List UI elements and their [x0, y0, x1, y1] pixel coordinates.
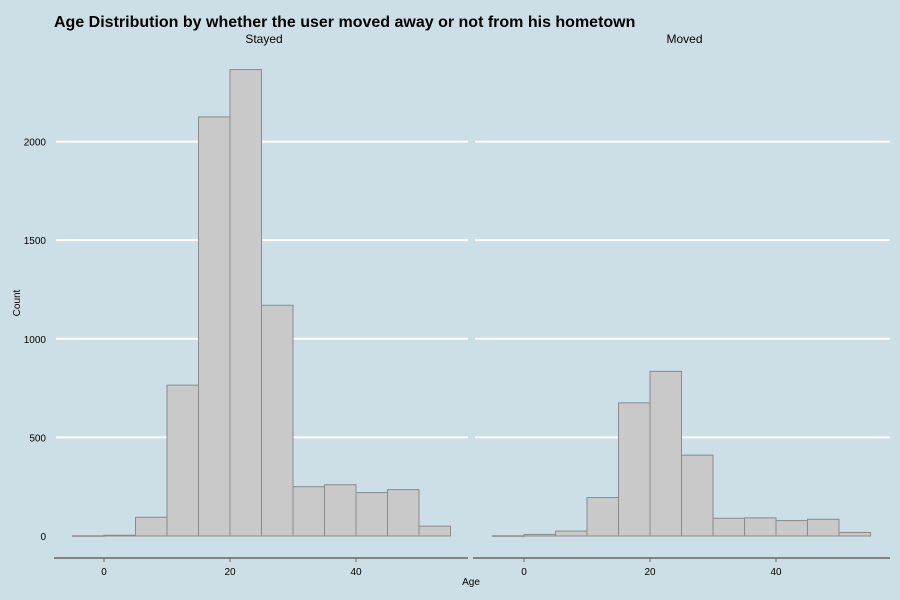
y-tick-label: 2000 [24, 138, 47, 149]
chart-title: Age Distribution by whether the user mov… [54, 14, 635, 31]
histogram-bar [618, 402, 651, 537]
y-tick-label: 1500 [24, 236, 47, 247]
x-tick-label: 0 [101, 567, 107, 578]
histogram-bar [681, 454, 714, 537]
histogram-bar [324, 484, 357, 537]
histogram-bar [807, 518, 840, 537]
histogram-bar [103, 534, 136, 537]
histogram-bar [775, 520, 808, 537]
x-tick-label: 40 [770, 567, 782, 578]
histogram-bar [523, 533, 556, 537]
histogram-bar [586, 497, 619, 537]
histogram-bar [198, 116, 231, 537]
histogram-bar [838, 531, 871, 537]
histogram-bar [72, 535, 105, 537]
x-tick-label: 0 [521, 567, 527, 578]
x-tick-label: 40 [350, 567, 362, 578]
histogram-bar [649, 370, 682, 537]
x-tick-label: 20 [644, 567, 656, 578]
y-axis-label: Count [12, 289, 23, 316]
histogram-bar [355, 492, 388, 537]
histogram-bar [166, 384, 199, 537]
x-axis-label: Age [462, 577, 480, 588]
histogram-bar [712, 517, 745, 537]
histogram-bar [744, 517, 777, 537]
histogram-bar [418, 525, 451, 537]
y-tick-label: 500 [29, 433, 46, 444]
y-tick-label: 0 [40, 532, 46, 543]
histogram-bar [229, 69, 262, 537]
histogram-bar [492, 535, 525, 537]
histogram-bar [261, 304, 294, 537]
histogram-bar [292, 486, 325, 537]
x-tick-label: 20 [224, 567, 236, 578]
y-tick-label: 1000 [24, 335, 47, 346]
panel-strip-label: Moved [666, 32, 702, 46]
histogram-bar [555, 530, 588, 537]
histogram-bar [135, 516, 168, 537]
panel-strip-label: Stayed [245, 32, 282, 46]
histogram-bar [387, 489, 420, 537]
